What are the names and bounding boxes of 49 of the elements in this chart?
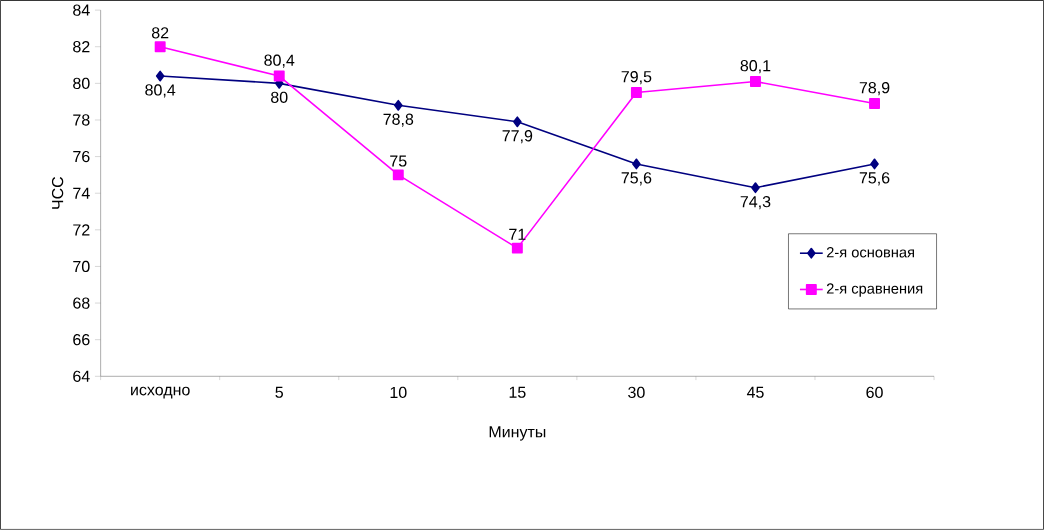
point bbox=[869, 98, 880, 110]
y-tick-label: 78 bbox=[73, 114, 90, 126]
y-tick-label: 84 bbox=[73, 4, 90, 16]
point bbox=[273, 70, 285, 82]
point bbox=[870, 158, 879, 170]
x-tick-label: 60 bbox=[866, 386, 883, 399]
point bbox=[751, 182, 760, 194]
y-tick-label: 76 bbox=[73, 151, 90, 163]
y-tick-label: 72 bbox=[73, 224, 90, 236]
point bbox=[513, 116, 522, 128]
data-label: 82 bbox=[151, 27, 169, 39]
point bbox=[511, 242, 523, 254]
y-tick-label: 70 bbox=[73, 260, 90, 273]
data-label: 80,4 bbox=[264, 54, 295, 68]
y-tick-label: 80 bbox=[73, 77, 90, 90]
legend-label: 2-я сравнения bbox=[826, 283, 923, 297]
data-label: 80 bbox=[271, 91, 288, 104]
data-label: 78,8 bbox=[383, 113, 414, 127]
data-label: 75 bbox=[390, 155, 407, 167]
data-label: 75,6 bbox=[621, 172, 652, 186]
x-tick-label: исходно bbox=[131, 386, 190, 399]
point bbox=[393, 99, 403, 111]
y-tick-label: 74 bbox=[73, 187, 90, 199]
x-tick-label: 45 bbox=[746, 386, 764, 398]
x-axis-title: Минуты bbox=[489, 426, 546, 441]
y-axis-title: ЧСС bbox=[51, 177, 64, 209]
x-tick-label: 30 bbox=[628, 386, 645, 399]
point bbox=[154, 41, 166, 53]
y-tick-label: 82 bbox=[73, 41, 90, 53]
y-tick-label: 64 bbox=[73, 370, 90, 383]
y-tick-label: 66 bbox=[73, 334, 90, 346]
data-label: 80,1 bbox=[740, 60, 771, 74]
point bbox=[392, 169, 404, 181]
x-tick-label: 5 bbox=[275, 386, 283, 398]
data-label: 75,6 bbox=[859, 172, 890, 186]
point bbox=[630, 87, 642, 99]
y-tick-label: 68 bbox=[73, 297, 90, 309]
point bbox=[632, 158, 641, 170]
data-label: 79,5 bbox=[621, 71, 652, 85]
x-tick-label: 15 bbox=[509, 386, 526, 398]
data-label: 78,9 bbox=[859, 82, 890, 96]
x-tick-label: 10 bbox=[390, 386, 407, 399]
data-label: 77,9 bbox=[502, 130, 533, 144]
data-label: 74,3 bbox=[740, 196, 771, 210]
data-label: 71 bbox=[509, 228, 526, 240]
point bbox=[155, 70, 165, 82]
point bbox=[750, 76, 761, 88]
data-label: 80,4 bbox=[145, 84, 176, 98]
legend-label: 2-я основная bbox=[826, 247, 914, 258]
